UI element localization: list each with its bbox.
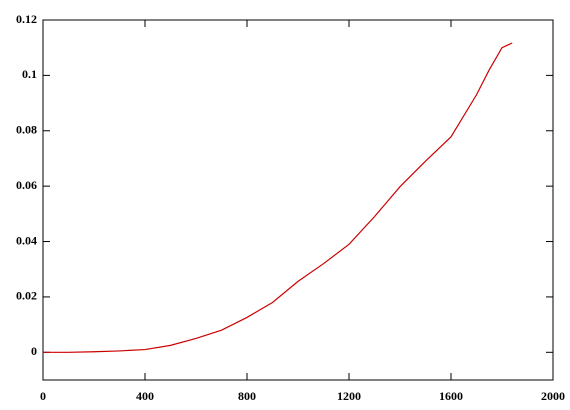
y-tick-label: 0.1 (22, 67, 37, 81)
x-tick-label: 800 (238, 389, 256, 403)
y-tick-label: 0.06 (16, 178, 37, 192)
y-tick-label: 0.04 (16, 233, 37, 247)
y-tick-label: 0.02 (16, 289, 37, 303)
x-tick-label: 1200 (337, 389, 361, 403)
data-line (43, 42, 513, 353)
y-tick-label: 0 (31, 344, 37, 358)
x-tick-label: 0 (40, 389, 46, 403)
y-tick-label: 0.08 (16, 123, 37, 137)
x-tick-label: 1600 (439, 389, 463, 403)
plot-frame (42, 19, 554, 381)
x-tick-label: 2000 (541, 389, 565, 403)
x-tick-label: 400 (136, 389, 154, 403)
y-tick-label: 0.12 (16, 12, 37, 26)
